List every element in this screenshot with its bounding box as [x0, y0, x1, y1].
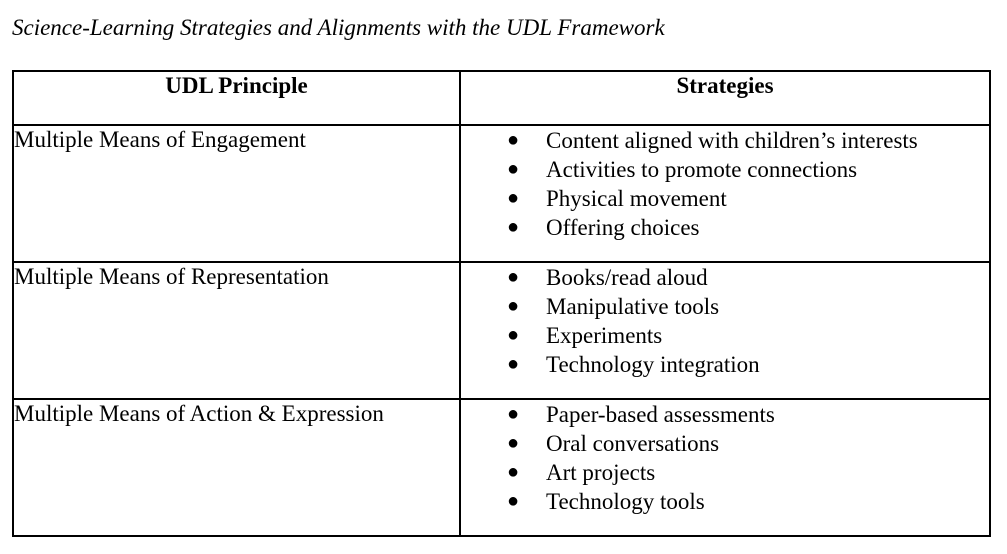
table-row: Multiple Means of Action & Expression ● P…: [12, 398, 991, 537]
list-item: ● Manipulative tools: [461, 292, 989, 321]
bullet-dot-icon: ●: [507, 187, 520, 209]
bullet-dot-icon: ●: [507, 461, 520, 483]
list-item: ● Content aligned with children’s interes…: [461, 126, 989, 155]
strategy-list: ● Books/read aloud ● Manipulative tools ● E…: [461, 263, 989, 379]
header-strategies: Strategies: [459, 70, 991, 126]
principle-cell: Multiple Means of Representation: [12, 261, 461, 400]
list-item: ● Books/read aloud: [461, 263, 989, 292]
table-row: Multiple Means of Engagement ● Content al…: [12, 124, 991, 263]
strategies-cell: ● Books/read aloud ● Manipulative tools ● E…: [459, 261, 991, 400]
bullet-dot-icon: ●: [507, 266, 520, 288]
list-item: ● Paper-based assessments: [461, 400, 989, 429]
strategy-list: ● Paper-based assessments ● Oral conversat…: [461, 400, 989, 516]
bullet-dot-icon: ●: [507, 129, 520, 151]
bullet-dot-icon: ●: [507, 158, 520, 180]
strategy-list: ● Content aligned with children’s interes…: [461, 126, 989, 242]
bullet-dot-icon: ●: [507, 490, 520, 512]
bullet-dot-icon: ●: [507, 403, 520, 425]
list-item: ● Technology integration: [461, 350, 989, 379]
bullet-dot-icon: ●: [507, 295, 520, 317]
list-item: ● Experiments: [461, 321, 989, 350]
strategy-text: Experiments: [546, 323, 663, 348]
list-item: ● Offering choices: [461, 213, 989, 242]
bullet-dot-icon: ●: [507, 324, 520, 346]
list-item: ● Activities to promote connections: [461, 155, 989, 184]
strategy-text: Oral conversations: [546, 431, 720, 456]
list-item: ● Art projects: [461, 458, 989, 487]
table-caption: Science-Learning Strategies and Alignmen…: [12, 15, 665, 40]
strategy-text: Art projects: [546, 460, 656, 485]
strategy-text: Books/read aloud: [546, 265, 708, 290]
strategy-text: Content aligned with children’s interest…: [546, 128, 918, 153]
strategy-text: Technology tools: [546, 489, 705, 514]
principle-cell: Multiple Means of Action & Expression: [12, 398, 461, 537]
strategy-text: Activities to promote connections: [546, 157, 858, 182]
bullet-dot-icon: ●: [507, 353, 520, 375]
strategy-text: Physical movement: [546, 186, 727, 211]
strategy-text: Technology integration: [546, 352, 760, 377]
strategy-text: Offering choices: [546, 215, 700, 240]
udl-strategies-table: UDL Principle Strategies Multiple Means …: [12, 70, 991, 537]
list-item: ● Technology tools: [461, 487, 989, 516]
table-row: Multiple Means of Representation ● Books/…: [12, 261, 991, 400]
bullet-dot-icon: ●: [507, 216, 520, 238]
principle-cell: Multiple Means of Engagement: [12, 124, 461, 263]
header-udl-principle: UDL Principle: [12, 70, 461, 126]
strategy-text: Manipulative tools: [546, 294, 720, 319]
list-item: ● Oral conversations: [461, 429, 989, 458]
bullet-dot-icon: ●: [507, 432, 520, 454]
strategies-cell: ● Paper-based assessments ● Oral conversat…: [459, 398, 991, 537]
strategies-cell: ● Content aligned with children’s interes…: [459, 124, 991, 263]
list-item: ● Physical movement: [461, 184, 989, 213]
strategy-text: Paper-based assessments: [546, 402, 775, 427]
table-header-row: UDL Principle Strategies: [12, 70, 991, 126]
